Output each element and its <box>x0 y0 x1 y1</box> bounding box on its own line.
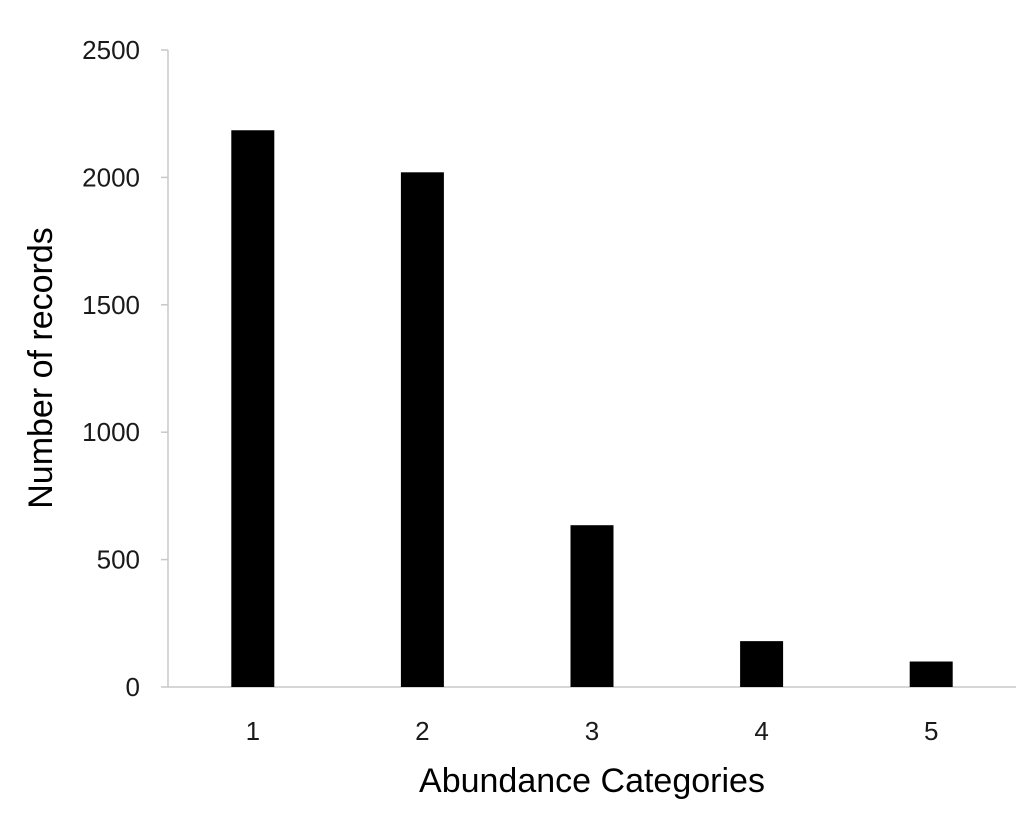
y-tick-label: 1000 <box>82 417 140 447</box>
bar-4 <box>740 641 784 687</box>
y-axis-title: Number of records <box>22 227 60 509</box>
x-tick-label: 3 <box>585 716 599 746</box>
y-tick-label: 0 <box>126 672 140 702</box>
x-tick-label: 4 <box>754 716 768 746</box>
y-axis-ticks: 0 500 1000 1500 2000 2500 <box>82 35 168 702</box>
bars-group <box>231 130 953 688</box>
y-tick-label: 2500 <box>82 35 140 65</box>
x-axis-title: Abundance Categories <box>419 762 765 800</box>
y-tick-label: 1500 <box>82 290 140 320</box>
bar-2 <box>400 172 444 687</box>
x-tick-label: 5 <box>924 716 938 746</box>
bar-1 <box>231 130 275 688</box>
y-tick-label: 500 <box>97 545 140 575</box>
y-tick-label: 2000 <box>82 162 140 192</box>
x-tick-label: 2 <box>415 716 429 746</box>
x-tick-label: 1 <box>246 716 260 746</box>
bar-5 <box>909 661 953 687</box>
bar-3 <box>570 525 614 687</box>
x-axis-ticks: 1 2 3 4 5 <box>246 716 939 746</box>
